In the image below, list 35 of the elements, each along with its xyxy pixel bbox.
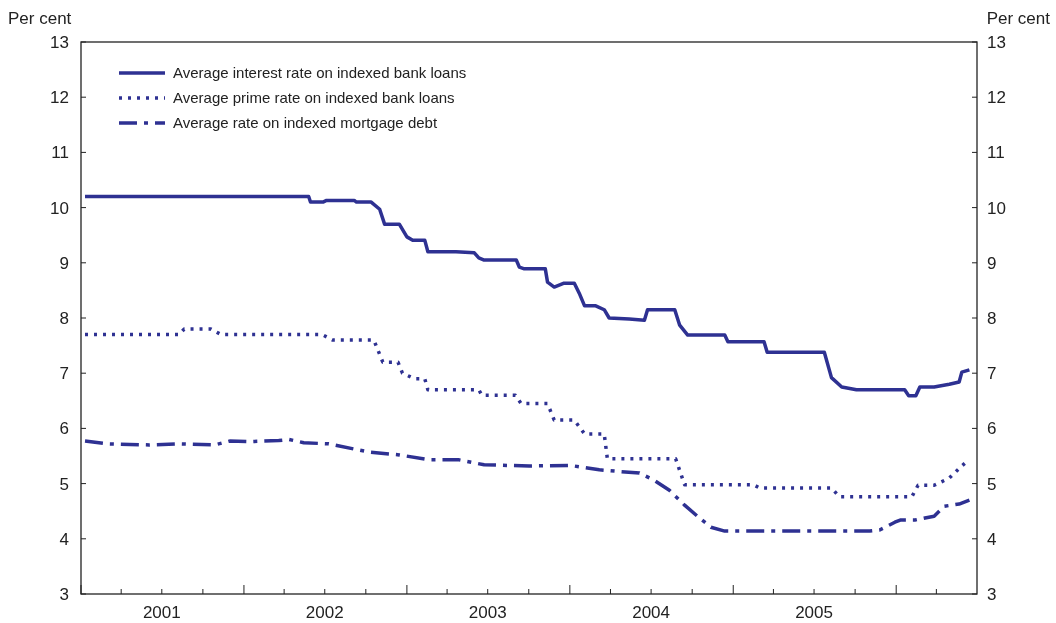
y2-tick-label: 6 [987, 419, 997, 439]
y-tick-label: 12 [50, 88, 69, 108]
x-tick-label: 2002 [305, 603, 344, 622]
y-tick-label: 4 [59, 529, 69, 549]
y2-tick-label: 4 [987, 529, 997, 549]
y2-tick-label: 13 [987, 32, 1006, 52]
y2-tick-label: 11 [987, 143, 1005, 163]
y-tick-label: 10 [50, 198, 69, 218]
y2-tick-label: 8 [987, 308, 997, 328]
y-tick-label: 8 [59, 308, 69, 328]
x-tick-label: 2001 [142, 603, 181, 622]
line-series [83, 327, 969, 499]
y2-tick-label: 7 [987, 364, 997, 384]
y-tick-label: 5 [59, 474, 69, 494]
y-tick-label: 6 [59, 419, 69, 439]
y-tick-label: 3 [59, 584, 69, 604]
y2-tick-label: 5 [987, 474, 997, 494]
y2-tick-label: 12 [987, 88, 1006, 108]
y-tick-label: 13 [50, 32, 69, 52]
legend-label: Average interest rate on indexed bank loans [173, 64, 467, 82]
y-axis-title: Per cent [8, 9, 72, 28]
x-tick-label: 2005 [795, 603, 833, 622]
y2-tick-label: 10 [987, 198, 1006, 218]
y2-tick-label: 3 [987, 584, 997, 604]
y2-axis-title: Per cent [986, 9, 1051, 28]
y2-tick-label: 9 [987, 253, 997, 273]
line-series [83, 194, 972, 398]
line-series [83, 437, 972, 533]
x-tick-label: 2004 [632, 603, 671, 622]
legend-label: Average rate on indexed mortgage debt [173, 114, 438, 132]
y-tick-label: 11 [51, 143, 69, 163]
legend-label: Average prime rate on indexed bank loans [173, 89, 455, 107]
y-tick-label: 9 [59, 253, 69, 273]
y-tick-label: 7 [59, 364, 69, 384]
x-tick-label: 2003 [468, 603, 507, 622]
